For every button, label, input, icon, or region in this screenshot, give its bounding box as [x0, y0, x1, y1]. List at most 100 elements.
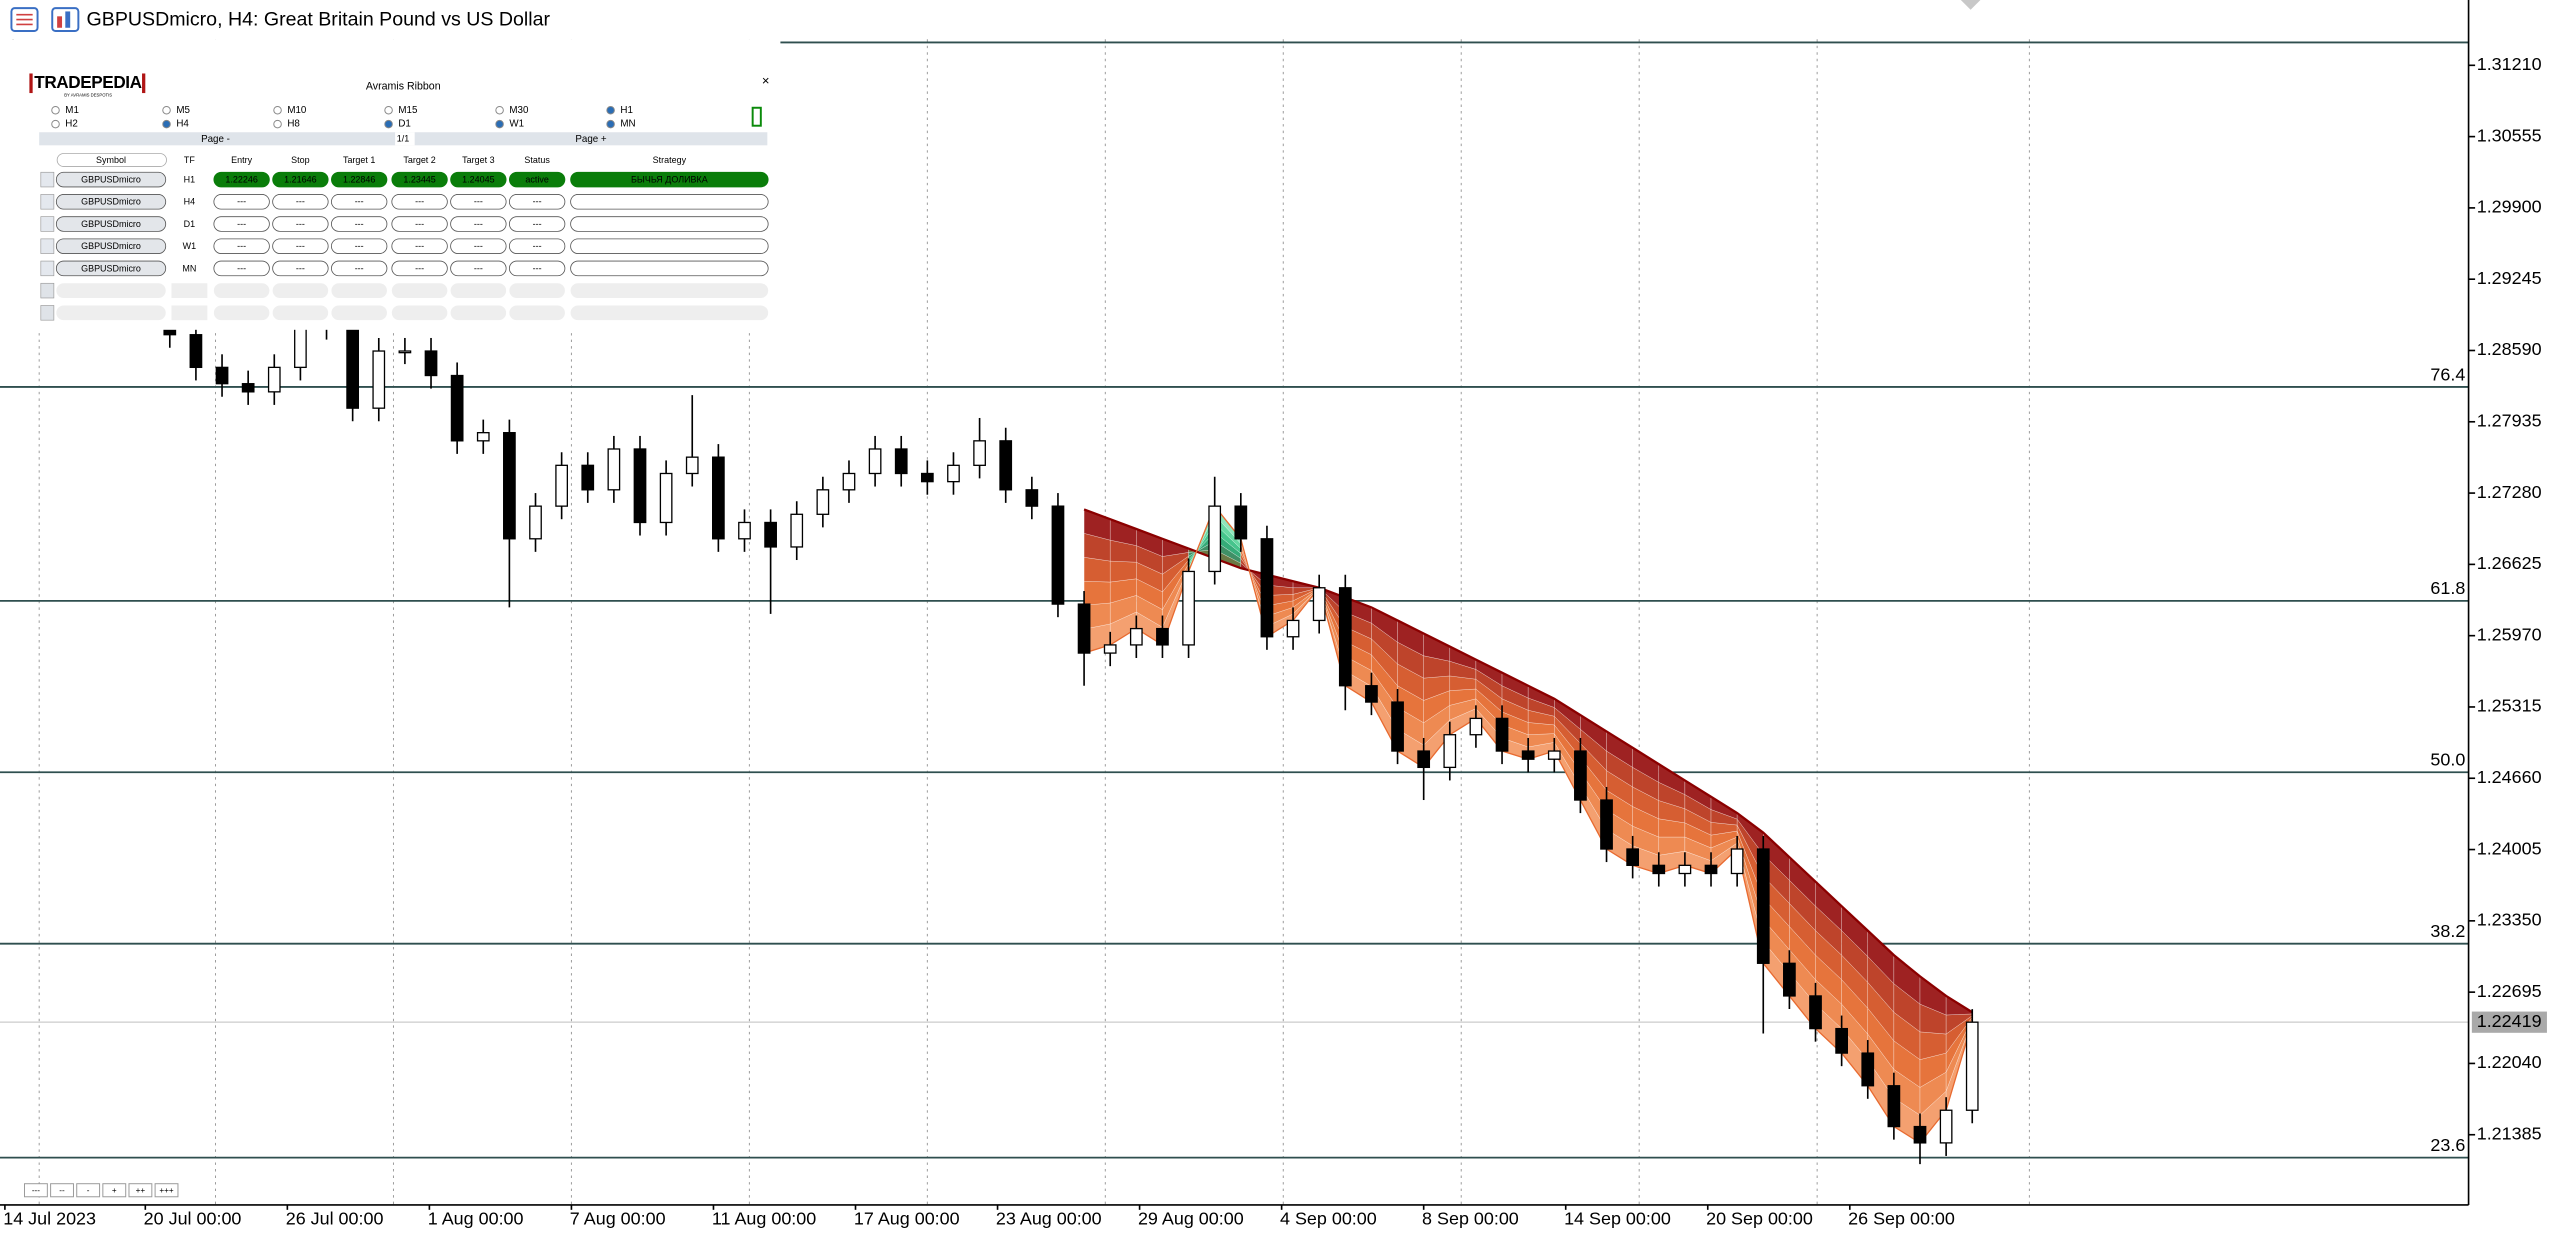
table-cell[interactable]	[272, 216, 329, 232]
table-cell[interactable]	[331, 216, 388, 232]
zoom-button[interactable]	[24, 1183, 48, 1198]
timeframe-radio[interactable]	[606, 119, 615, 129]
zoom-button[interactable]	[128, 1183, 153, 1198]
table-cell[interactable]	[508, 171, 566, 188]
table-cell[interactable]	[56, 283, 166, 298]
table-cell[interactable]	[171, 216, 208, 232]
table-cell[interactable]	[391, 238, 448, 254]
candle-body	[868, 448, 882, 475]
table-cell[interactable]	[391, 171, 448, 188]
table-cell[interactable]	[391, 194, 448, 210]
timeframe-radio[interactable]	[51, 105, 60, 115]
table-cell[interactable]	[171, 238, 208, 254]
table-cell[interactable]	[55, 238, 167, 254]
table-cell-text: ---	[474, 263, 483, 273]
table-cell[interactable]	[450, 194, 507, 210]
table-cell[interactable]	[213, 305, 270, 321]
table-cell[interactable]	[570, 283, 769, 298]
table-cell[interactable]	[508, 238, 566, 254]
zoom-button-label: ++	[136, 1186, 146, 1195]
table-cell[interactable]	[55, 216, 167, 232]
table-cell[interactable]	[509, 283, 565, 298]
chart-shift-marker[interactable]	[1960, 0, 1981, 10]
table-cell[interactable]	[55, 194, 167, 210]
table-cell[interactable]	[272, 260, 329, 277]
table-cell[interactable]	[171, 261, 208, 276]
timeframe-radio[interactable]	[495, 119, 504, 129]
table-cell[interactable]	[570, 194, 769, 210]
zoom-button[interactable]	[154, 1183, 179, 1198]
table-cell[interactable]	[213, 260, 270, 277]
table-cell[interactable]	[331, 305, 387, 321]
timeframe-radio[interactable]	[162, 105, 171, 115]
table-cell-text: ---	[355, 197, 364, 207]
table-cell[interactable]	[509, 305, 565, 321]
x-tick-label: 11 Aug 00:00	[712, 1208, 816, 1228]
table-cell[interactable]	[450, 305, 507, 321]
y-tick-label: 1.22695	[2477, 981, 2542, 1001]
table-cell[interactable]	[55, 171, 167, 188]
table-cell[interactable]	[331, 238, 388, 254]
table-cell[interactable]	[391, 305, 448, 321]
candle-body	[764, 521, 777, 548]
timeframe-radio[interactable]	[273, 105, 282, 115]
table-cell[interactable]	[213, 283, 270, 298]
table-cell[interactable]	[171, 172, 208, 187]
table-cell[interactable]	[213, 194, 270, 210]
table-cell[interactable]	[450, 283, 507, 298]
candle-body	[398, 350, 412, 354]
table-cell[interactable]	[331, 260, 388, 277]
logo-mark	[29, 73, 33, 94]
page-next[interactable]: Page +	[575, 134, 607, 145]
table-cell[interactable]	[272, 305, 329, 321]
table-cell[interactable]	[570, 260, 769, 277]
table-cell[interactable]	[55, 260, 167, 277]
table-cell[interactable]	[450, 238, 507, 254]
candle-body	[607, 448, 621, 491]
table-cell[interactable]	[570, 305, 769, 321]
table-cell[interactable]	[272, 238, 329, 254]
table-cell[interactable]	[331, 194, 388, 210]
table-cell[interactable]	[450, 216, 507, 232]
table-cell[interactable]	[272, 171, 329, 188]
panel-close[interactable]: ×	[762, 73, 770, 88]
table-cell[interactable]	[391, 283, 448, 298]
table-cell[interactable]	[508, 216, 566, 232]
candle-body	[1234, 505, 1248, 540]
timeframe-radio[interactable]	[162, 119, 171, 129]
timeframe-radio[interactable]	[384, 105, 393, 115]
page-prev[interactable]: Page -	[201, 134, 230, 145]
table-cell[interactable]	[508, 194, 566, 210]
table-cell[interactable]	[570, 216, 769, 232]
timeframe-label: M15	[398, 105, 418, 116]
candle-body	[816, 489, 830, 515]
table-cell-text: ---	[474, 197, 483, 207]
table-cell[interactable]	[56, 305, 166, 321]
timeframe-radio[interactable]	[51, 119, 60, 129]
candle-body	[1652, 864, 1666, 875]
table-cell[interactable]	[508, 260, 566, 277]
table-cell[interactable]	[171, 305, 208, 321]
table-cell[interactable]	[331, 171, 388, 188]
table-cell[interactable]	[391, 260, 448, 277]
zoom-button[interactable]	[102, 1183, 127, 1198]
table-cell[interactable]	[272, 194, 329, 210]
timeframe-radio[interactable]	[606, 105, 615, 115]
table-cell[interactable]	[213, 171, 270, 188]
table-cell[interactable]	[331, 283, 387, 298]
timeframe-radio[interactable]	[495, 105, 504, 115]
table-cell[interactable]	[213, 216, 270, 232]
zoom-button[interactable]	[76, 1183, 101, 1198]
table-cell[interactable]	[570, 238, 769, 254]
table-cell[interactable]	[570, 171, 769, 188]
timeframe-radio[interactable]	[384, 119, 393, 129]
timeframe-radio[interactable]	[273, 119, 282, 129]
table-cell[interactable]	[213, 238, 270, 254]
table-cell[interactable]	[171, 283, 208, 298]
table-cell[interactable]	[171, 194, 208, 210]
table-cell[interactable]	[450, 260, 507, 277]
table-cell[interactable]	[391, 216, 448, 232]
zoom-button[interactable]	[50, 1183, 74, 1198]
table-cell[interactable]	[450, 171, 507, 188]
table-cell[interactable]	[272, 283, 329, 298]
